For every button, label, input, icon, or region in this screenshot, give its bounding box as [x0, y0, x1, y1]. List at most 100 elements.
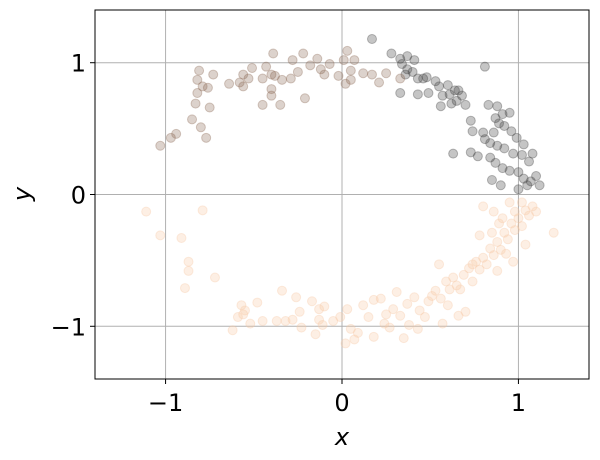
scatter-point — [455, 284, 466, 295]
scatter-point — [516, 197, 527, 208]
scatter-point — [247, 62, 258, 73]
scatter-point — [486, 175, 497, 186]
scatter-point — [404, 319, 415, 330]
grid — [95, 10, 589, 379]
scatter-point — [261, 61, 272, 72]
scatter-point — [358, 300, 369, 311]
scatter-point — [345, 323, 356, 334]
scatter-point — [451, 280, 462, 291]
scatter-point — [381, 309, 392, 320]
scatter-point — [435, 293, 446, 304]
scatter-point — [266, 90, 277, 101]
scatter-point — [314, 304, 325, 315]
scatter-point — [268, 48, 279, 59]
scatter-point — [490, 113, 501, 124]
scatter-point — [310, 329, 321, 340]
scatter-point — [349, 55, 360, 66]
scatter-point — [187, 114, 198, 125]
scatter-point — [504, 107, 515, 118]
scatter-point — [464, 263, 475, 274]
scatter-point — [155, 230, 166, 241]
scatter-point — [402, 298, 413, 309]
scatter-point — [497, 213, 508, 224]
scatter-point — [340, 78, 351, 89]
scatter-point — [509, 206, 520, 217]
scatter-point — [478, 201, 489, 212]
scatter-point — [305, 60, 316, 71]
scatter-point — [176, 232, 187, 243]
scatter-point — [342, 304, 353, 315]
scatter-point — [474, 230, 485, 241]
scatter-point — [358, 68, 369, 79]
scatter-point — [525, 176, 536, 187]
scatter-point — [275, 99, 286, 110]
scatter-point — [497, 163, 508, 174]
scatter-point — [506, 126, 517, 137]
scatter-point — [335, 312, 346, 323]
scatter-point — [467, 126, 478, 137]
scatter-point — [407, 66, 418, 77]
scatter-point — [502, 234, 513, 245]
scatter-point — [465, 147, 476, 158]
scatter-point — [239, 305, 250, 316]
scatter-point — [516, 149, 527, 160]
x-tick-label: 1 — [511, 389, 526, 417]
scatter-point — [442, 300, 453, 311]
scatter-point — [209, 272, 220, 283]
scatter-point — [524, 210, 535, 221]
scatter-point — [467, 259, 478, 270]
scatter-point — [165, 132, 176, 143]
y-tick-label: 1 — [71, 50, 86, 78]
scatter-point — [492, 140, 503, 151]
scatter-point — [488, 250, 499, 261]
scatter-point — [375, 293, 386, 304]
scatter-point — [421, 72, 432, 83]
scatter-point — [460, 306, 471, 317]
scatter-point — [319, 301, 330, 312]
scatter-point — [520, 205, 531, 216]
scatter-point — [384, 322, 395, 333]
scatter-point — [430, 76, 441, 87]
scatter-point — [479, 134, 490, 145]
scatter-point — [245, 318, 256, 329]
scatter-point — [492, 101, 503, 112]
scatter-point — [171, 128, 182, 139]
scatter-point — [504, 165, 515, 176]
scatter-point — [456, 90, 467, 101]
scatter-point — [340, 338, 351, 349]
scatter-point — [197, 81, 208, 92]
scatter-point — [238, 309, 249, 320]
scatter-point — [291, 292, 302, 303]
data-points — [141, 33, 559, 349]
scatter-point — [474, 264, 485, 275]
scatter-point — [381, 68, 392, 79]
scatter-point — [494, 118, 505, 129]
scatter-point — [379, 318, 390, 329]
x-axis-label: x — [334, 423, 350, 451]
scatter-point — [486, 227, 497, 238]
scatter-point — [434, 259, 445, 270]
scatter-point — [328, 316, 339, 327]
y-tick-label: −1 — [51, 313, 86, 341]
scatter-point — [497, 109, 508, 120]
scatter-point — [324, 59, 335, 70]
scatter-point — [366, 33, 377, 44]
scatter-point — [277, 285, 288, 296]
scatter-point — [266, 84, 277, 95]
scatter-point — [494, 218, 505, 229]
scatter-point — [183, 256, 194, 267]
scatter-point — [534, 180, 545, 191]
scatter-point — [531, 206, 542, 217]
scatter-point — [238, 81, 249, 92]
scatter-point — [287, 314, 298, 325]
scatter-point — [195, 122, 206, 133]
x-tick-label: 0 — [334, 389, 349, 417]
scatter-point — [315, 64, 326, 75]
scatter-point — [414, 305, 425, 316]
scatter-point — [412, 89, 423, 100]
scatter-point — [478, 127, 489, 138]
scatter-point — [307, 296, 318, 307]
scatter-point — [398, 333, 409, 344]
scatter-point — [492, 265, 503, 276]
scatter-point — [527, 201, 538, 212]
